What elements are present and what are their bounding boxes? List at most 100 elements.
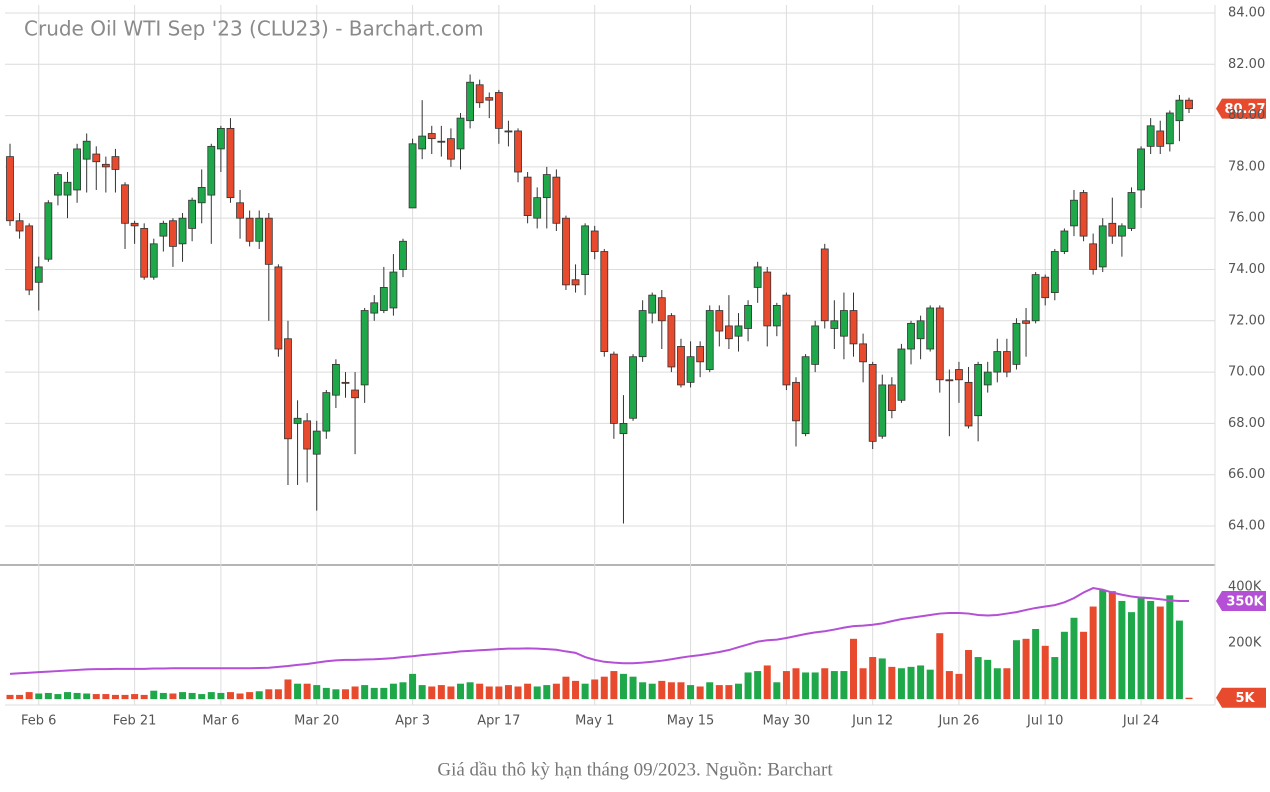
- candle-body: [983, 371, 992, 386]
- volume-bar: [476, 683, 484, 700]
- volume-bar: [725, 685, 733, 700]
- volume-bar: [869, 657, 877, 700]
- y-tick-label: 80.00: [1228, 108, 1265, 123]
- volume-bar: [504, 685, 512, 700]
- candle-body: [274, 266, 283, 350]
- candle-body: [456, 117, 465, 150]
- volume-bar: [734, 683, 742, 700]
- volume-bar: [936, 633, 944, 700]
- candle-body: [849, 310, 858, 345]
- candle-body: [935, 307, 944, 381]
- candle-body: [101, 163, 110, 168]
- volume-bar: [1012, 640, 1020, 700]
- volume-bar: [246, 692, 254, 700]
- candle-body: [111, 156, 120, 170]
- candle-body: [504, 130, 513, 133]
- candle-body: [82, 140, 91, 160]
- volume-bar: [111, 694, 119, 700]
- candle-body: [820, 248, 829, 322]
- moving-average-line: [9, 586, 1189, 675]
- x-tick-label: Feb 6: [21, 714, 56, 729]
- volume-bar: [907, 666, 915, 700]
- candle-body: [897, 348, 906, 401]
- volume-bar: [83, 693, 91, 700]
- volume-bar: [44, 692, 52, 700]
- volume-bar: [926, 669, 934, 700]
- candle-body: [1108, 222, 1117, 237]
- volume-bar: [600, 676, 608, 700]
- volume-bar: [754, 671, 762, 700]
- candle-body: [609, 353, 618, 424]
- volume-bar: [773, 682, 781, 700]
- candle-body: [245, 217, 254, 242]
- volume-bar: [217, 692, 225, 700]
- volume-bar: [878, 658, 886, 700]
- volume-bar: [226, 692, 234, 700]
- volume-bar: [1080, 631, 1088, 700]
- y-tick-label: 400K: [1228, 579, 1262, 594]
- candle-body: [418, 135, 427, 150]
- volume-bar: [667, 682, 675, 700]
- candle-body: [341, 381, 350, 384]
- volume-bar: [629, 676, 637, 700]
- candle-body: [312, 430, 321, 455]
- candle-body: [1137, 148, 1145, 191]
- x-tick-label: Apr 3: [395, 714, 430, 729]
- volume-bar: [1089, 606, 1097, 700]
- candle-body: [514, 130, 522, 173]
- volume-bar: [399, 682, 407, 700]
- volume-bar: [1051, 657, 1059, 700]
- candle-body: [533, 197, 542, 219]
- candle-body: [1031, 274, 1040, 322]
- candle-body: [811, 325, 820, 365]
- volume-bar: [744, 672, 752, 700]
- volume-bar: [984, 659, 992, 700]
- volume-bar: [35, 693, 43, 700]
- volume-bar: [533, 686, 541, 700]
- candle-body: [571, 279, 580, 286]
- volume-bar: [802, 672, 810, 700]
- candle-body: [216, 127, 225, 150]
- candle-body: [236, 202, 244, 219]
- volume-bar: [840, 671, 848, 700]
- volume-bar: [294, 683, 302, 700]
- volume-bar: [198, 694, 206, 700]
- candle-body: [964, 381, 973, 427]
- volume-bar: [974, 657, 982, 700]
- volume-bar: [361, 685, 369, 700]
- candle-body: [197, 186, 206, 204]
- volume-bar: [591, 679, 599, 700]
- volume-bar: [1166, 595, 1174, 700]
- x-tick-label: Jun 26: [937, 714, 979, 729]
- volume-bar: [581, 683, 589, 700]
- candle-body: [370, 302, 379, 314]
- volume-bar: [1003, 668, 1011, 700]
- volume-bar: [255, 691, 263, 700]
- candle-body: [955, 369, 963, 381]
- volume-bar: [437, 685, 445, 700]
- candle-body: [332, 363, 340, 396]
- candle-body: [840, 310, 848, 337]
- candle-body: [1118, 225, 1126, 237]
- candle-body: [1079, 192, 1088, 237]
- volume-bar: [552, 683, 560, 700]
- x-tick-label: May 30: [763, 714, 811, 729]
- x-tick-label: Jun 12: [851, 714, 893, 729]
- x-tick-label: May 15: [667, 714, 715, 729]
- candle-body: [523, 176, 532, 217]
- candle-body: [753, 266, 762, 288]
- y-tick-label: 84.00: [1228, 5, 1265, 20]
- volume-bar: [351, 686, 359, 700]
- candle-body: [121, 184, 129, 224]
- y-tick-label: 68.00: [1228, 416, 1265, 431]
- candle-body: [1050, 251, 1059, 293]
- candle-body: [705, 310, 714, 370]
- x-tick-label: Feb 21: [113, 714, 157, 729]
- candle-body: [542, 174, 551, 199]
- candle-body: [44, 202, 53, 260]
- volume-bar: [792, 668, 800, 700]
- y-tick-label: 74.00: [1228, 262, 1265, 277]
- volume-bar: [179, 692, 187, 700]
- chart-title: Crude Oil WTI Sep '23 (CLU23) - Barchart…: [24, 17, 484, 41]
